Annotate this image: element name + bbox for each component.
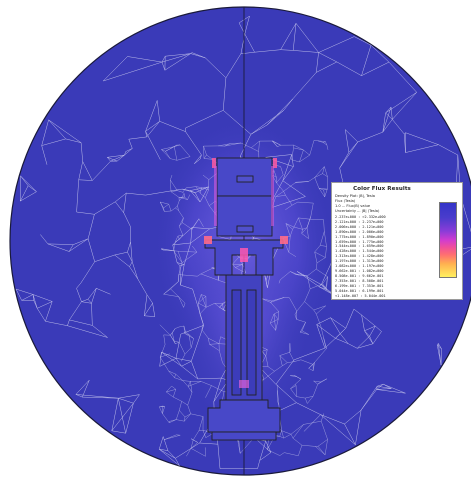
legend-row: 1.428e+000 : 1.544e+000 xyxy=(335,249,384,254)
legend-value-list: 2.237e+000 : >2.332e+000 2.121e+000 : 2.2… xyxy=(335,215,431,298)
legend-row: 8.508e-001 : 9.662e-001 xyxy=(335,273,384,278)
magnet-assembly[interactable] xyxy=(204,157,284,441)
legend-row: 1.082e+000 : 1.197e+000 xyxy=(335,264,384,269)
legend-row: <1.148e-007 : 5.044e-001 xyxy=(335,293,386,298)
legend-row: 2.121e+000 : 2.237e+000 xyxy=(335,219,384,224)
upper-block-slot xyxy=(236,175,254,183)
pole-flange[interactable] xyxy=(204,239,284,276)
legend-row: 1.775e+000 : 1.890e+000 xyxy=(335,234,384,239)
legend-title: Color Flux Results xyxy=(353,186,411,192)
legend-row: 1.659e+000 : 1.775e+000 xyxy=(335,239,384,244)
legend-meta: Density Plot: |B|, Tesla Flux (Tesla) 1.… xyxy=(335,194,431,214)
legend-panel[interactable]: Color Flux Results Density Plot: |B|, Te… xyxy=(331,182,463,300)
legend-colorbar xyxy=(439,202,457,278)
legend-meta-line: Flux (Tesla) xyxy=(335,199,356,203)
high-flux-regions xyxy=(204,158,288,388)
legend-row: 6.199e-001 : 7.353e-001 xyxy=(335,283,384,288)
stem-inner-left xyxy=(231,289,242,396)
legend-row: 1.890e+000 : 2.006e+000 xyxy=(335,229,384,234)
legend-meta-line: 1.0 ... Flux(B) value xyxy=(335,204,371,208)
legend-row: 1.313e+000 : 1.428e+000 xyxy=(335,254,384,259)
legend-row: 1.197e+000 : 1.313e+000 xyxy=(335,259,384,264)
legend-row: 1.544e+000 : 1.659e+000 xyxy=(335,244,384,249)
legend-row: 7.353e-001 : 8.508e-001 xyxy=(335,278,384,283)
base-plate[interactable] xyxy=(211,431,277,441)
legend-row: 5.044e-001 : 6.199e-001 xyxy=(335,288,384,293)
legend-row: 2.006e+000 : 2.121e+000 xyxy=(335,224,384,229)
stem-inner-right xyxy=(246,289,257,396)
middle-block-slot xyxy=(236,225,254,233)
legend-row: 9.662e-001 : 1.082e+000 xyxy=(335,268,384,273)
legend-row: 2.237e+000 : >2.332e+000 xyxy=(335,215,386,219)
legend-meta-line: Uncertainty ... |B| (Tesla) xyxy=(335,209,380,213)
base-block[interactable] xyxy=(207,399,281,433)
legend-meta-line: Density Plot: |B|, Tesla xyxy=(335,194,375,198)
